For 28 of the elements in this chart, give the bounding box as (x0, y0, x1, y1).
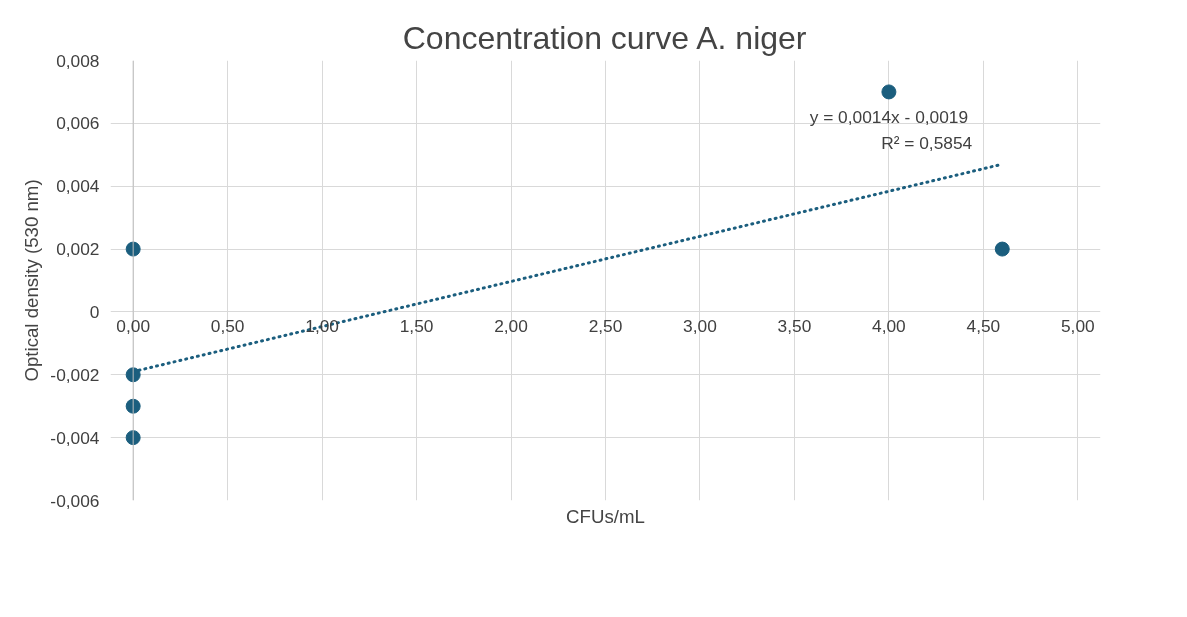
point (881, 84, 897, 100)
x-tick-label: 2,50 (588, 315, 623, 336)
point (125, 241, 141, 257)
y-tick-label: -0,006 (50, 490, 100, 511)
annotation: R² = 0,5854 (881, 133, 973, 154)
x-tick-label: 3,50 (777, 315, 812, 336)
y-tick-label: 0,006 (56, 113, 100, 134)
point (125, 398, 141, 414)
x-tick-label: 5,00 (1060, 315, 1095, 336)
y-tick-label: 0,004 (56, 176, 100, 197)
x-tick-label: 2,00 (494, 315, 528, 336)
y-tick-label: 0 (89, 301, 100, 322)
y-tick-label: 0,002 (56, 239, 100, 260)
y-tick-label: -0,004 (50, 427, 100, 448)
x-axis-title: CFUs/mL (566, 505, 645, 527)
x-tick-label: 0,00 (116, 315, 151, 336)
y-tick-label: 0,008 (56, 50, 100, 71)
x-tick-label: 3,00 (683, 315, 717, 336)
x-tick-label: 4,00 (872, 315, 906, 336)
chart-title: Concentration curve A. niger (402, 19, 807, 56)
x-tick-label: 1,50 (399, 315, 434, 336)
point (125, 430, 141, 446)
x-tick-label: 0,50 (210, 315, 245, 336)
y-tick-label: -0,002 (50, 364, 100, 385)
y-axis-title: Optical density (530 nm) (21, 179, 43, 382)
point (994, 241, 1010, 257)
annotation: y = 0,0014x - 0,0019 (809, 106, 969, 127)
x-tick-label: 4,50 (966, 315, 1001, 336)
